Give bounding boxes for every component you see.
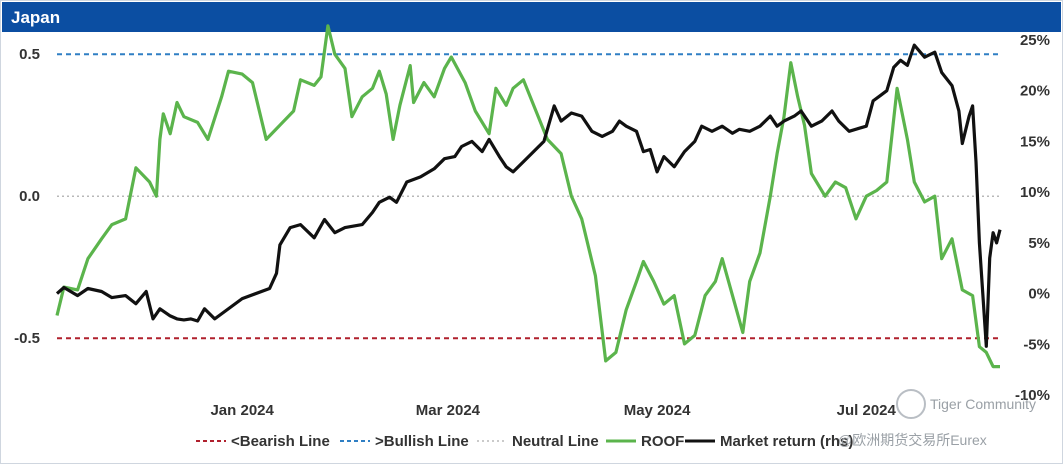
x-axis: Jan 2024 Mar 2024 May 2024 Jul 2024 — [210, 402, 896, 419]
watermark-community: Tiger Community — [930, 396, 1036, 412]
legend-label-1: >Bullish Line — [375, 433, 469, 450]
watermark-source: @欧洲期货交易所Eurex — [838, 432, 987, 448]
y-right-tick-label: 0% — [1028, 286, 1050, 303]
tiger-logo-icon — [896, 389, 926, 419]
y-right-tick-label: -10% — [1015, 387, 1050, 404]
y-right-tick-label: 10% — [1020, 184, 1050, 201]
y-right-tick-label: 5% — [1028, 235, 1050, 252]
legend: <Bearish Line >Bullish Line Neutral Line RO… — [196, 433, 853, 450]
watermark: Tiger Community @欧洲期货交易所Eurex — [838, 389, 1036, 448]
y-right-tick-label: 15% — [1020, 133, 1050, 150]
x-tick-label: May 2024 — [624, 402, 691, 419]
y-right-tick-label: -5% — [1023, 336, 1050, 353]
x-tick-label: Mar 2024 — [416, 402, 481, 419]
series-line-1 — [55, 43, 1002, 348]
x-tick-label: Jul 2024 — [837, 402, 897, 419]
series-layer — [55, 24, 1002, 369]
legend-label-3: ROOF — [641, 433, 684, 450]
y-right-tick-label: 25% — [1020, 32, 1050, 49]
chart-title: Japan — [11, 8, 61, 27]
chart-header: Japan — [2, 2, 1061, 32]
y-axis-left: 0.5 0.0 -0.5 — [14, 46, 40, 347]
series-line-0 — [55, 24, 1000, 369]
legend-label-4: Market return (rhs) — [720, 433, 853, 450]
x-tick-label: Jan 2024 — [210, 402, 274, 419]
y-left-tick-label: 0.5 — [19, 46, 40, 63]
y-left-tick-label: -0.5 — [14, 330, 40, 347]
y-left-tick-label: 0.0 — [19, 188, 40, 205]
y-axis-right: 25% 20% 15% 10% 5% 0% -5% -10% — [1015, 32, 1050, 404]
y-right-tick-label: 20% — [1020, 83, 1050, 100]
legend-label-2: Neutral Line — [512, 433, 599, 450]
legend-label-0: <Bearish Line — [231, 433, 330, 450]
reference-lines — [57, 53, 1000, 340]
